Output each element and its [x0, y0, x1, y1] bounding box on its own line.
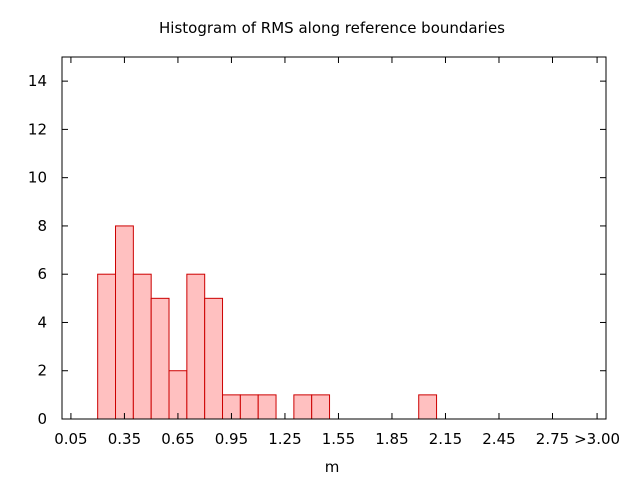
x-tick-label: 2.15 [429, 430, 462, 448]
chart-title: Histogram of RMS along reference boundar… [159, 19, 505, 37]
x-tick-label: 1.55 [322, 430, 355, 448]
histogram-bar [239, 394, 259, 420]
x-axis-label: m [325, 458, 340, 476]
histogram-bar [168, 370, 188, 420]
y-tick-label: 6 [37, 265, 47, 283]
y-tick-label: 10 [28, 169, 47, 187]
y-tick-label: 8 [37, 217, 47, 235]
x-tick-label: >3.00 [574, 430, 620, 448]
y-axis: 0 2 4 6 8 10 12 14 [28, 72, 606, 428]
x-axis: 0.05 0.35 0.65 0.95 1.25 1.55 1.85 2.15 2.45 2.75… [54, 57, 620, 448]
histogram-bar [150, 297, 170, 420]
y-tick-label: 2 [37, 362, 47, 380]
histogram-bar [115, 225, 134, 420]
histogram-bar [311, 394, 331, 420]
plot-frame [61, 56, 607, 420]
x-tick-label: 1.85 [375, 430, 408, 448]
y-tick-label: 4 [37, 313, 47, 331]
x-tick-label: 1.25 [268, 430, 301, 448]
histogram-bar [204, 297, 224, 420]
histogram-bar [97, 273, 117, 420]
x-tick-label: 0.35 [108, 430, 141, 448]
y-tick-label: 14 [28, 72, 47, 90]
x-tick-label: 2.45 [482, 430, 515, 448]
x-tick-label: 2.75 [536, 430, 569, 448]
y-tick-label: 12 [28, 120, 47, 138]
x-tick-label: 0.65 [161, 430, 194, 448]
x-tick-label: 0.05 [54, 430, 87, 448]
x-tick-label: 0.95 [215, 430, 248, 448]
histogram-bar [293, 394, 313, 420]
y-tick-label: 0 [37, 410, 47, 428]
bars-layer [97, 225, 438, 420]
histogram-bar [132, 273, 152, 420]
histogram-bar [186, 273, 206, 420]
histogram-bar [418, 394, 438, 420]
histogram-bar [257, 394, 277, 420]
